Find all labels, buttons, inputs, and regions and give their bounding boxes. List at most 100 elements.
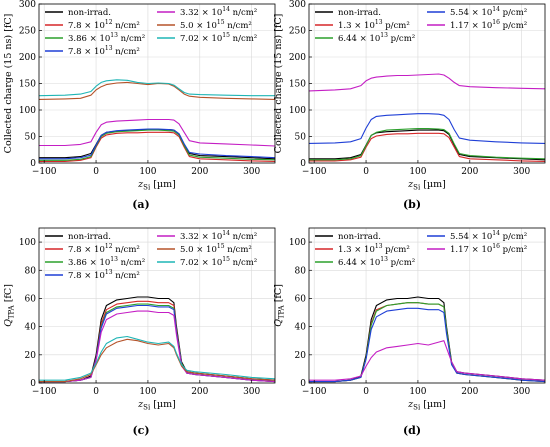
series-line [308,73,546,92]
series-line [38,81,276,100]
legend-label: 7.8 × 1012 n/cm² [68,19,140,31]
series-line [39,335,276,381]
series-line [309,302,546,383]
y-tick-label: 200 [289,53,306,63]
y-tick-label: 100 [19,238,36,248]
y-tick-label: 250 [289,27,306,37]
legend-label: 5.0 × 1015 n/cm² [180,19,252,31]
legend-label: non-irrad. [338,232,381,242]
legend-label: 3.86 × 1013 n/cm² [68,32,145,44]
x-tick-label: 300 [513,387,530,397]
series-line [39,128,276,160]
series-line [308,113,546,144]
y-tick-label: 100 [289,238,306,248]
series-line [309,307,546,383]
series-line [38,79,275,97]
series-line [309,128,546,161]
legend-label: 1.3 × 1013 p/cm² [338,243,410,255]
y-tick-label: 100 [289,106,306,116]
y-tick-label: 20 [25,351,37,361]
x-axis-label: zSi [µm] [407,179,446,192]
y-tick-label: 300 [289,0,306,10]
x-tick-label: 300 [513,167,530,177]
x-tick-label: 200 [191,387,208,397]
legend-label: 1.3 × 1013 p/cm² [338,19,410,31]
x-tick-label: 200 [461,387,478,397]
legend-label: 1.17 × 1016 p/cm² [450,243,527,255]
y-tick-label: 60 [25,294,37,304]
series-line [309,129,546,161]
series-line [309,302,546,383]
y-tick-label: 0 [300,159,306,169]
y-tick-label: 100 [19,106,36,116]
legend-label: 5.54 × 1014 p/cm² [450,230,527,242]
panel-caption: (d) [403,424,421,437]
y-tick-label: 300 [19,0,36,10]
y-axis-label: Collected charge (15 ns) [fC] [3,14,14,154]
x-tick-label: 100 [409,387,426,397]
series-line [39,300,276,383]
y-tick-label: 80 [295,266,307,276]
x-tick-label: 0 [363,387,369,397]
y-tick-label: 150 [289,80,306,90]
x-tick-label: 300 [243,167,260,177]
panel-caption: (c) [132,424,149,437]
y-axis-label: Collected charge (15 ns) [fC] [273,14,284,154]
y-tick-label: 20 [295,351,307,361]
x-tick-label: 0 [93,167,99,177]
y-tick-label: 50 [295,133,307,143]
x-tick-label: −100 [32,387,57,397]
x-tick-label: 100 [139,167,156,177]
legend-label: 7.02 × 1015 n/cm² [180,256,257,268]
y-tick-label: 0 [30,159,36,169]
legend-label: non-irrad. [68,232,111,242]
y-tick-label: 150 [19,80,36,90]
legend-label: 6.44 × 1013 p/cm² [338,256,415,268]
series-line [309,340,546,381]
legend-label: 7.02 × 1015 n/cm² [180,32,257,44]
legend-label: 7.8 × 1013 n/cm² [68,269,140,281]
y-tick-label: 40 [295,323,307,333]
x-tick-label: 200 [191,167,208,177]
y-tick-label: 0 [30,379,36,389]
series-line [309,132,546,162]
plot-frame [38,227,276,384]
x-tick-label: 200 [461,167,478,177]
x-tick-label: −100 [302,387,327,397]
legend-label: 5.0 × 1015 n/cm² [180,243,252,255]
y-tick-label: 250 [19,27,36,37]
x-tick-label: −100 [302,167,327,177]
series-line [39,118,276,147]
x-axis-label: zSi [µm] [407,399,446,412]
x-axis-label: zSi [µm] [137,399,176,412]
y-tick-label: 80 [25,266,37,276]
panel-caption: (b) [403,198,421,211]
y-tick-label: 200 [19,53,36,63]
x-tick-label: −100 [32,167,57,177]
y-tick-label: 0 [300,379,306,389]
y-axis-label: QTPA [fC] [273,284,286,327]
x-tick-label: 0 [93,387,99,397]
x-tick-label: 100 [139,387,156,397]
legend-label: 3.86 × 1013 n/cm² [68,256,145,268]
plot-frame [308,227,546,384]
series-line [39,338,276,383]
legend-label: 3.32 × 1014 n/cm² [180,6,257,18]
y-tick-label: 40 [25,323,37,333]
legend-label: 3.32 × 1014 n/cm² [180,230,257,242]
panel-caption: (a) [132,198,150,211]
x-tick-label: 300 [243,387,260,397]
legend-label: 7.8 × 1012 n/cm² [68,243,140,255]
x-axis-label: zSi [µm] [137,179,176,192]
legend-label: 7.8 × 1013 n/cm² [68,45,140,57]
legend-label: non-irrad. [68,8,111,18]
y-tick-label: 50 [25,133,37,143]
legend-label: 1.17 × 1016 p/cm² [450,19,527,31]
series-line [39,129,276,161]
series-line [39,296,276,383]
